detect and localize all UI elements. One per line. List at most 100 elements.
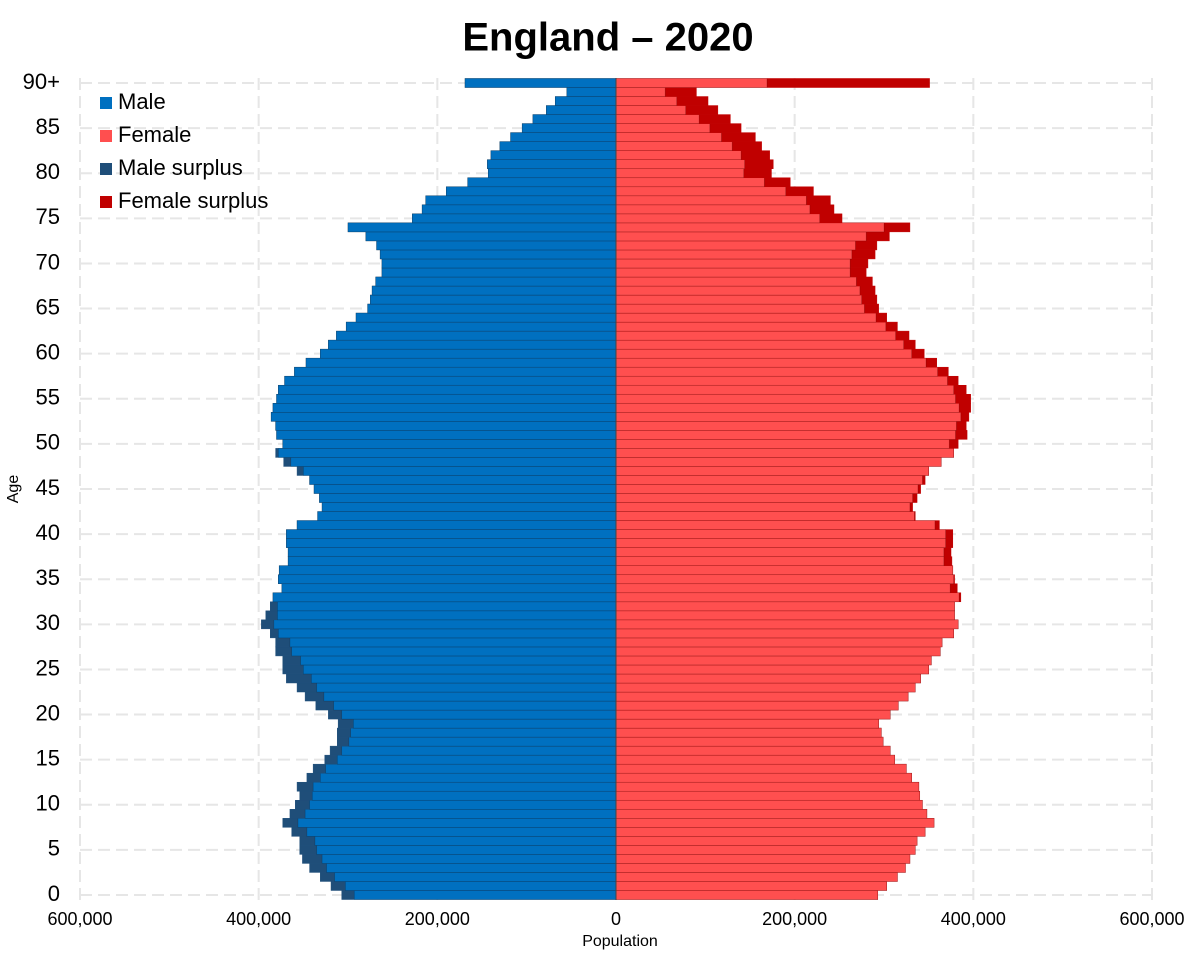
bar <box>294 366 617 377</box>
bar <box>615 718 879 729</box>
bar <box>286 529 617 539</box>
bar <box>345 321 617 332</box>
bar <box>615 574 954 585</box>
bar <box>615 781 920 792</box>
bar <box>615 213 820 224</box>
bar <box>615 619 959 630</box>
bar <box>336 754 617 765</box>
bar <box>615 177 765 188</box>
bar <box>615 637 943 648</box>
bar <box>345 881 617 891</box>
bar <box>615 547 945 557</box>
bar <box>615 96 678 106</box>
bar <box>615 357 927 368</box>
bar <box>499 141 617 151</box>
bar <box>615 204 811 215</box>
bar <box>334 872 617 882</box>
bar <box>341 745 617 756</box>
bar <box>615 430 956 440</box>
bar <box>353 718 617 729</box>
x-tick-label: 600,000 <box>47 909 112 929</box>
legend-label: Male <box>118 89 166 114</box>
y-tick-label: 10 <box>36 791 60 816</box>
bar <box>326 863 617 873</box>
bar <box>287 547 617 557</box>
bar <box>300 655 617 666</box>
legend-swatch <box>100 130 112 142</box>
bar <box>615 790 921 801</box>
bar <box>566 87 617 97</box>
y-tick-label: 35 <box>36 565 60 590</box>
bar <box>615 412 962 422</box>
y-tick-label: 5 <box>48 836 60 861</box>
bar <box>287 556 617 566</box>
bar <box>554 96 617 106</box>
y-tick-label: 90+ <box>23 69 60 94</box>
bar <box>316 682 617 693</box>
bar <box>615 610 955 621</box>
bar <box>490 150 617 160</box>
bar <box>321 502 617 512</box>
bar <box>615 583 951 594</box>
y-tick-label: 0 <box>48 881 60 906</box>
x-tick-label: 400,000 <box>941 909 1006 929</box>
bar <box>276 430 617 440</box>
bar <box>615 673 921 684</box>
bar <box>350 727 617 738</box>
y-tick-label: 85 <box>36 114 60 139</box>
bar <box>615 159 745 170</box>
bar <box>278 448 617 458</box>
x-tick-label: 0 <box>611 909 621 929</box>
bar <box>615 556 945 566</box>
y-tick-label: 40 <box>36 520 60 545</box>
bar <box>615 538 946 548</box>
legend-swatch <box>100 163 112 175</box>
bar <box>325 763 617 774</box>
bar <box>371 285 617 296</box>
bar <box>297 818 617 828</box>
bar <box>291 646 617 657</box>
bar <box>615 321 887 332</box>
bar <box>367 303 617 314</box>
bar <box>312 781 617 792</box>
bar <box>286 538 617 548</box>
bar <box>320 348 617 359</box>
bar <box>445 186 617 197</box>
bar <box>615 890 879 900</box>
y-tick-label: 55 <box>36 385 60 410</box>
bar <box>273 619 617 630</box>
bar <box>272 592 617 603</box>
bar <box>615 818 935 828</box>
bar <box>615 123 711 133</box>
bar <box>311 673 617 684</box>
y-tick-label: 45 <box>36 475 60 500</box>
bar <box>615 745 891 756</box>
bar <box>309 475 617 485</box>
y-tick-label: 75 <box>36 204 60 229</box>
bar <box>615 845 916 855</box>
bar <box>615 402 960 413</box>
bar <box>467 177 617 188</box>
bar <box>314 836 617 846</box>
bar <box>615 186 787 197</box>
bar <box>336 330 617 341</box>
bar <box>615 240 856 251</box>
bar <box>348 736 617 747</box>
legend-label: Female <box>118 122 191 147</box>
bar <box>379 249 617 260</box>
bar <box>510 132 617 142</box>
bar <box>615 646 941 657</box>
bar <box>615 366 938 377</box>
bar <box>615 529 946 539</box>
y-tick-label: 70 <box>36 249 60 274</box>
bar <box>319 493 617 503</box>
bar <box>425 195 617 206</box>
bar <box>321 854 617 864</box>
bar <box>615 700 899 711</box>
bar <box>278 574 617 585</box>
bar <box>376 240 617 251</box>
bar <box>546 105 617 115</box>
bar <box>615 222 885 233</box>
bar <box>615 78 768 88</box>
bar <box>303 664 617 675</box>
